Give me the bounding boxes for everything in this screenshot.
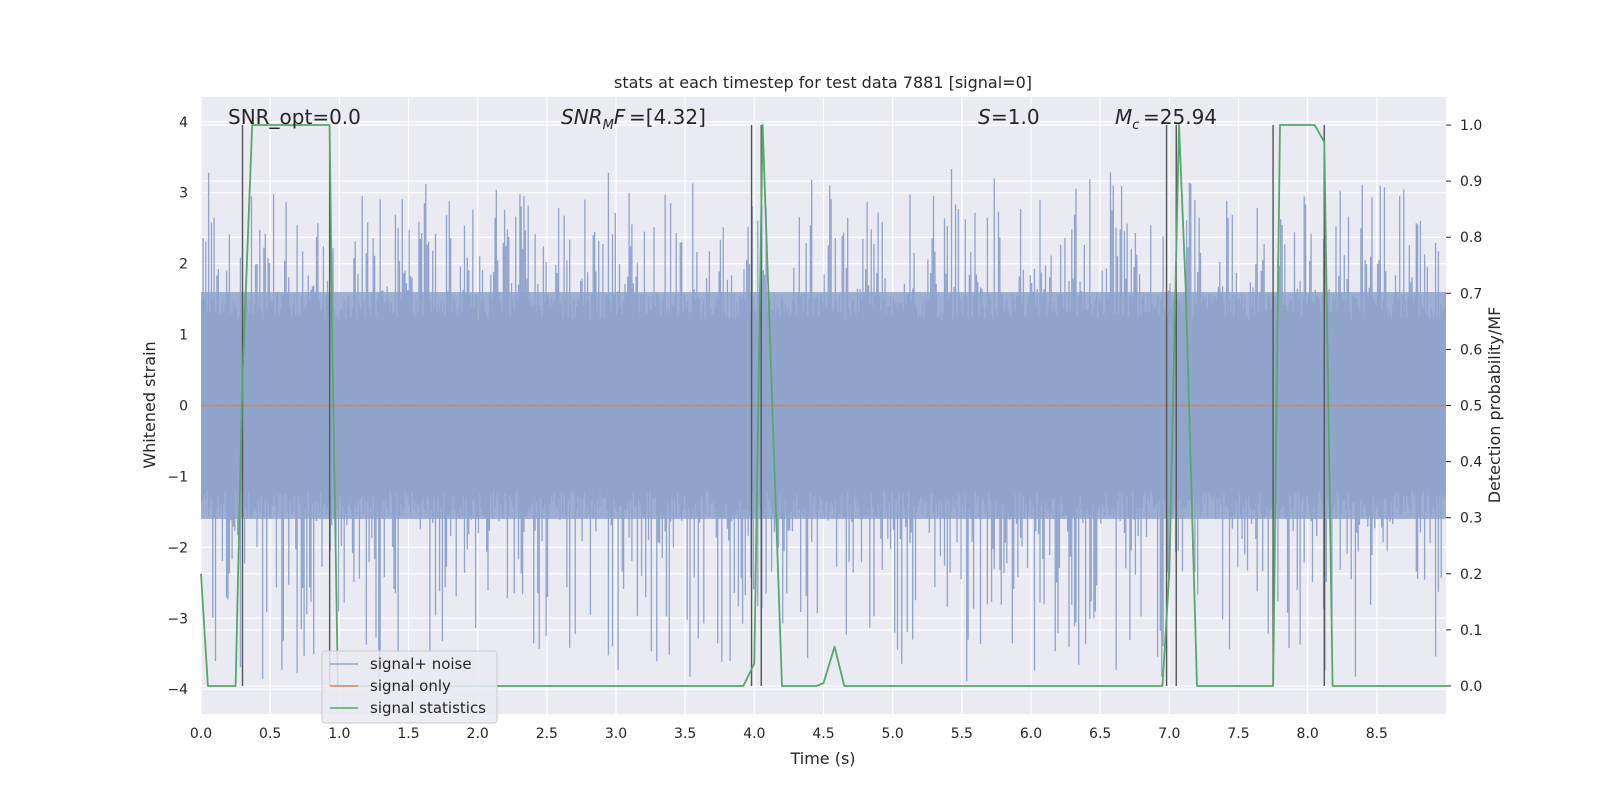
y-left-tick-label: 1: [179, 328, 188, 344]
x-tick-label: 5.0: [882, 726, 904, 742]
annotation-mc: Mc =25.94: [1115, 105, 1217, 133]
x-tick-label: 2.5: [536, 726, 558, 742]
annotation-s-value: =1.0: [991, 105, 1040, 129]
x-tick-label: 3.5: [674, 726, 696, 742]
y-right-tick-label: 1.0: [1460, 118, 1482, 134]
x-tick-label: 2.0: [467, 726, 489, 742]
y-left-tick-label: −4: [167, 682, 188, 698]
x-tick-label: 3.0: [605, 726, 627, 742]
annotation-s: S =1.0: [978, 105, 1040, 129]
noise-trace: [201, 169, 1446, 682]
annotation-s-symbol: S: [978, 105, 991, 129]
x-tick-label: 8.5: [1366, 726, 1388, 742]
legend-box: [321, 650, 498, 724]
y-left-axis-ticks: 4 3 2 1 0 −1 −2 −3 −4: [167, 115, 188, 698]
y-left-tick-label: 3: [179, 186, 188, 202]
y-right-tick-label: 0.2: [1460, 567, 1482, 583]
y-right-tick-label: 0.5: [1460, 399, 1482, 415]
x-tick-label: 0.5: [259, 726, 281, 742]
annotation-snr-mf-value: =[4.32]: [629, 105, 706, 129]
x-tick-label: 1.0: [328, 726, 350, 742]
y-left-tick-label: 4: [179, 115, 188, 131]
x-tick-label: 7.5: [1227, 726, 1249, 742]
x-axis-ticks: 0.0 0.5 1.0 1.5 2.0 2.5 3.0 3.5 4.0 4.5 5.0 5.5 6.0 6…: [190, 726, 1388, 742]
signal-statistics-series: [200, 124, 1446, 687]
y-left-tick-label: −3: [167, 611, 188, 627]
annotation-snr-opt: SNR_opt=0.0: [228, 105, 361, 129]
y-right-tick-label: 0.1: [1460, 623, 1482, 639]
annotation-snr-mf: SNRMF =[4.32]: [561, 105, 706, 133]
y-left-tick-label: 0: [179, 399, 188, 415]
x-tick-label: 0.0: [190, 726, 212, 742]
legend-label-signal-noise: signal+ noise: [370, 655, 472, 673]
y-left-tick-label: 2: [179, 257, 188, 273]
legend-label-signal-statistics: signal statistics: [370, 699, 486, 717]
signal-statistics-line: [200, 124, 1446, 687]
x-tick-label: 8.0: [1297, 726, 1319, 742]
annotation-mc-value: =25.94: [1143, 105, 1217, 129]
y-right-tick-label: 0.9: [1460, 174, 1482, 190]
legend-item-signal-noise: signal+ noise: [330, 655, 472, 673]
y-right-axis-ticks: 1.0 0.9 0.8 0.7 0.6 0.5 0.4 0.3 0.2 0.1 0.0: [1446, 118, 1482, 695]
chart-title: stats at each timestep for test data 788…: [614, 73, 1032, 92]
legend: signal+ noise signal only signal statist…: [321, 650, 498, 724]
annotation-snr-mf-symbol: SNRMF: [561, 105, 626, 133]
y-right-tick-label: 0.6: [1460, 342, 1482, 358]
y-right-axis-label: Detection probability/MF: [1485, 307, 1504, 504]
y-right-tick-label: 0.4: [1460, 455, 1482, 471]
y-right-tick-label: 0.8: [1460, 230, 1482, 246]
y-left-tick-label: −1: [167, 469, 188, 485]
x-tick-label: 5.5: [951, 726, 973, 742]
legend-label-signal-only: signal only: [370, 677, 451, 695]
x-axis-label: Time (s): [789, 749, 855, 768]
y-left-tick-label: −2: [167, 540, 188, 556]
legend-item-signal-only: signal only: [330, 677, 451, 695]
x-tick-label: 1.5: [397, 726, 419, 742]
x-tick-label: 7.0: [1158, 726, 1180, 742]
y-right-tick-label: 0.7: [1460, 286, 1482, 302]
x-tick-label: 6.5: [1089, 726, 1111, 742]
annotation-mc-symbol: Mc: [1115, 105, 1139, 133]
x-tick-label: 6.0: [1020, 726, 1042, 742]
y-right-tick-label: 0.3: [1460, 511, 1482, 527]
y-right-tick-label: 0.0: [1460, 679, 1482, 695]
y-left-axis-label: Whitened strain: [140, 341, 159, 468]
x-tick-label: 4.0: [743, 726, 765, 742]
legend-item-signal-statistics: signal statistics: [330, 699, 486, 717]
x-tick-label: 4.5: [812, 726, 834, 742]
